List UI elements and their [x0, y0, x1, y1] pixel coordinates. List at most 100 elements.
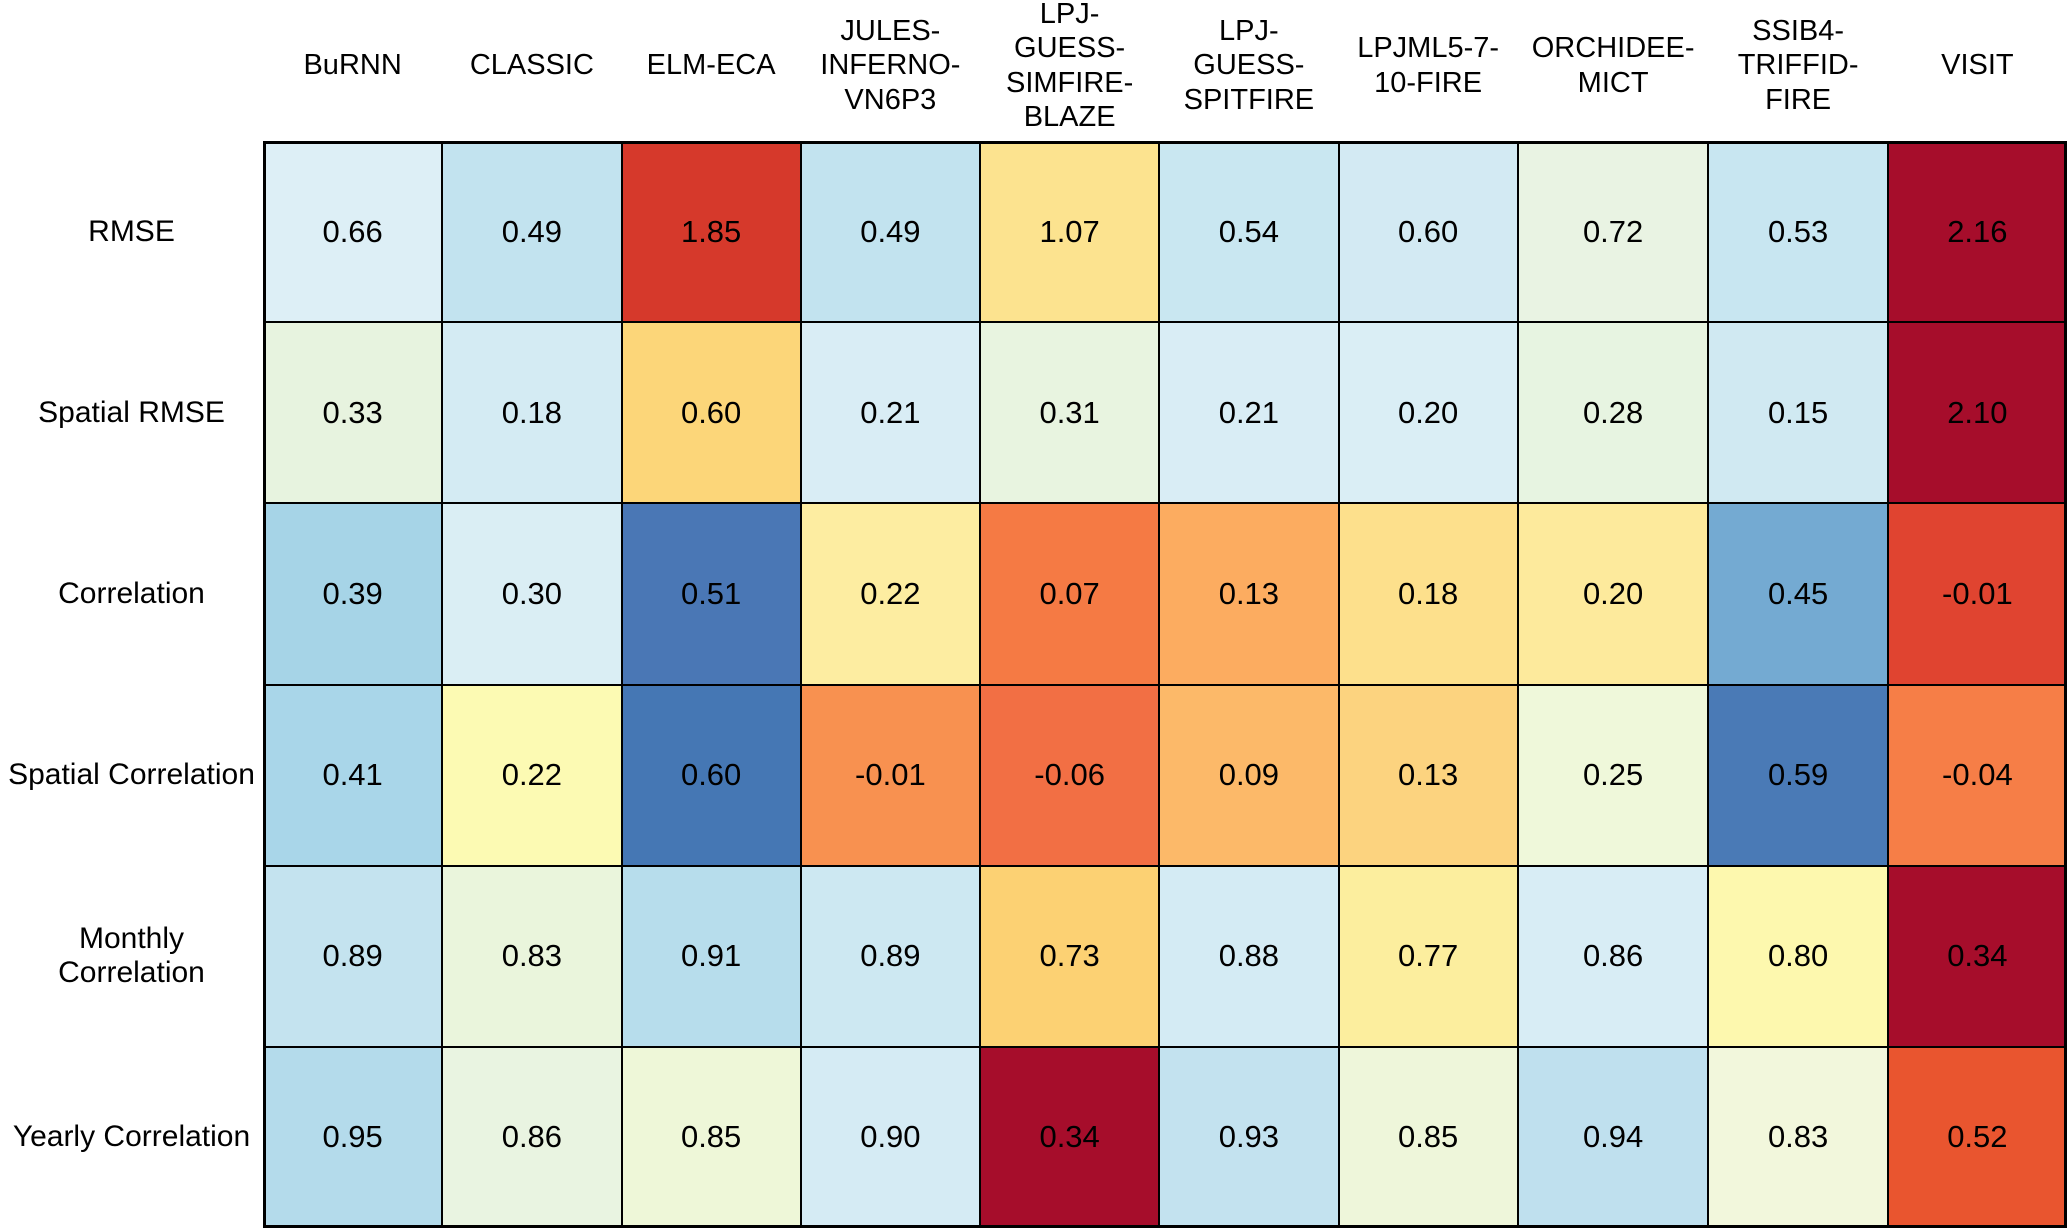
- heatmap-cell: 0.83: [1708, 1046, 1888, 1228]
- cell-value: 0.21: [1218, 394, 1280, 430]
- cell-value: 0.95: [322, 1119, 383, 1155]
- heatmap-cell: 0.20: [1338, 322, 1518, 504]
- row-label: RMSE: [88, 214, 175, 248]
- heatmap-cell: 0.20: [1517, 503, 1709, 685]
- heatmap-cell: 0.15: [1708, 322, 1888, 504]
- heatmap-cell: 0.49: [442, 141, 622, 323]
- cell-value: 2.16: [1947, 213, 2008, 249]
- heatmap-cell: 1.85: [621, 141, 801, 323]
- heatmap-cell: 0.53: [1708, 141, 1888, 323]
- row-label: Spatial Correlation: [8, 758, 255, 792]
- cell-value: 0.39: [322, 575, 383, 611]
- cell-value: 0.21: [860, 394, 921, 430]
- cell-value: 0.15: [1767, 394, 1829, 430]
- heatmap-cell: -0.01: [800, 684, 980, 866]
- cell-value: 0.80: [1767, 938, 1829, 974]
- cell-value: 0.86: [1582, 938, 1644, 974]
- cell-value: 0.77: [1397, 938, 1459, 974]
- heatmap-cell: 0.45: [1708, 503, 1888, 685]
- heatmap-cell: 0.85: [1338, 1046, 1518, 1228]
- row-label: Yearly Correlation: [12, 1120, 251, 1154]
- heatmap-cell: 0.31: [980, 322, 1160, 504]
- cell-value: 0.86: [501, 1119, 563, 1155]
- heatmap-cell: 0.28: [1517, 322, 1709, 504]
- heatmap-cell: 0.13: [1338, 684, 1518, 866]
- heatmap-cell: 0.33: [263, 322, 443, 504]
- heatmap-cell: 0.22: [442, 684, 622, 866]
- cell-value: 0.72: [1582, 213, 1644, 249]
- cell-value: 0.53: [1767, 213, 1829, 249]
- cell-value: 0.52: [1947, 1119, 2008, 1155]
- column-header: ORCHIDEE-MICT: [1531, 32, 1695, 99]
- heatmap-cell: 0.13: [1159, 503, 1339, 685]
- cell-value: 0.49: [501, 213, 563, 249]
- heatmap-cell: 0.89: [263, 865, 443, 1047]
- heatmap-cell: 2.10: [1887, 322, 2067, 504]
- cell-value: 0.25: [1582, 757, 1644, 793]
- cell-value: 0.59: [1767, 757, 1829, 793]
- cell-value: 0.88: [1218, 938, 1280, 974]
- heatmap-cell: 0.18: [1338, 503, 1518, 685]
- cell-value: 0.28: [1582, 394, 1644, 430]
- cell-value: 1.07: [1039, 213, 1100, 249]
- cell-value: 0.34: [1947, 938, 2008, 974]
- heatmap-cell: 0.89: [800, 865, 980, 1047]
- heatmap-cell: -0.06: [980, 684, 1160, 866]
- heatmap-cell: 0.86: [442, 1046, 622, 1228]
- column-header: JULES-INFERNO-VN6P3: [820, 15, 961, 116]
- column-header: VISIT: [1941, 49, 2014, 82]
- heatmap-cell: 0.83: [442, 865, 622, 1047]
- heatmap-cell: -0.04: [1887, 684, 2067, 866]
- cell-value: 0.20: [1397, 394, 1459, 430]
- heatmap-cell: 0.86: [1517, 865, 1709, 1047]
- cell-value: 0.30: [501, 575, 563, 611]
- heatmap-cell: 0.94: [1517, 1046, 1709, 1228]
- heatmap-cell: 0.60: [1338, 141, 1518, 323]
- heatmap-cell: 0.90: [800, 1046, 980, 1228]
- cell-value: 0.94: [1582, 1119, 1644, 1155]
- cell-value: 0.34: [1039, 1119, 1100, 1155]
- heatmap-cell: 0.22: [800, 503, 980, 685]
- column-header: CLASSIC: [469, 49, 594, 82]
- cell-value: 0.85: [1397, 1119, 1459, 1155]
- cell-value: -0.01: [855, 757, 926, 793]
- cell-value: 0.22: [860, 575, 921, 611]
- heatmap-cell: 0.66: [263, 141, 443, 323]
- heatmap-cell: 0.54: [1159, 141, 1339, 323]
- column-header: LPJ-GUESS-SIMFIRE-BLAZE: [1005, 0, 1134, 133]
- cell-value: 0.49: [860, 213, 921, 249]
- cell-value: 1.85: [680, 213, 742, 249]
- heatmap-cell: 0.91: [621, 865, 801, 1047]
- heatmap-cell: 0.41: [263, 684, 443, 866]
- cell-value: -0.04: [1942, 757, 2013, 793]
- cell-value: 0.20: [1582, 575, 1644, 611]
- cell-value: 0.09: [1218, 757, 1280, 793]
- heatmap-cell: 0.21: [800, 322, 980, 504]
- cell-value: 0.31: [1039, 394, 1100, 430]
- cell-value: 0.60: [680, 757, 742, 793]
- corner-spacer: [0, 0, 263, 141]
- cell-value: 0.93: [1218, 1119, 1280, 1155]
- cell-value: -0.01: [1942, 575, 2013, 611]
- cell-value: 0.51: [680, 575, 742, 611]
- cell-value: -0.06: [1034, 757, 1105, 793]
- heatmap-cell: 0.59: [1708, 684, 1888, 866]
- heatmap-cell: 0.18: [442, 322, 622, 504]
- column-header: LPJML5-7-10-FIRE: [1357, 32, 1500, 99]
- cell-value: 0.22: [501, 757, 563, 793]
- cell-value: 0.90: [860, 1119, 921, 1155]
- cell-value: 0.60: [1397, 213, 1459, 249]
- cell-value: 0.66: [322, 213, 383, 249]
- heatmap-cell: 0.60: [621, 322, 801, 504]
- heatmap-cell: 0.30: [442, 503, 622, 685]
- heatmap-cell: 0.85: [621, 1046, 801, 1228]
- cell-value: 0.13: [1218, 575, 1280, 611]
- heatmap-cell: 0.73: [980, 865, 1160, 1047]
- cell-value: 0.33: [322, 394, 383, 430]
- cell-value: 0.89: [322, 938, 383, 974]
- column-header: SSIB4-TRIFFID-FIRE: [1737, 15, 1859, 116]
- heatmap-cell: 0.25: [1517, 684, 1709, 866]
- heatmap-cell: 0.52: [1887, 1046, 2067, 1228]
- cell-value: 0.73: [1039, 938, 1100, 974]
